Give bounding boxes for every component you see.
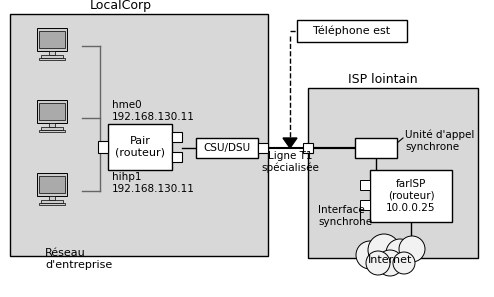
Bar (37, 173, 67, 196)
Text: CSU/DSU: CSU/DSU (204, 143, 250, 153)
Circle shape (356, 241, 384, 269)
Bar (360, 200, 370, 210)
Bar (108, 124, 172, 170)
Bar (41, 127, 63, 130)
Circle shape (368, 234, 400, 266)
Bar (37, 100, 67, 123)
Text: hihp1
192.168.130.11: hihp1 192.168.130.11 (112, 172, 195, 194)
Bar (10, 14, 268, 256)
Bar (196, 138, 258, 158)
Bar (308, 88, 478, 258)
Text: Réseau
d'entreprise: Réseau d'entreprise (45, 248, 112, 270)
Circle shape (399, 236, 425, 262)
Bar (370, 170, 452, 222)
Bar (258, 143, 268, 153)
Text: ISP lointain: ISP lointain (348, 73, 417, 86)
Bar (360, 180, 370, 190)
Bar (49, 123, 55, 127)
Bar (40, 103, 65, 120)
Bar (355, 138, 397, 158)
Bar (37, 28, 67, 51)
Bar (49, 196, 55, 200)
Bar (98, 141, 108, 153)
Circle shape (386, 239, 414, 267)
Text: Unité d'appel
synchrone: Unité d'appel synchrone (405, 130, 474, 152)
Text: LocalCorp: LocalCorp (90, 0, 152, 12)
Bar (41, 55, 63, 58)
Circle shape (377, 250, 403, 276)
Text: hme0
192.168.130.11: hme0 192.168.130.11 (112, 100, 195, 122)
Bar (41, 200, 63, 203)
Text: Ligne T1
spécialisée: Ligne T1 spécialisée (261, 151, 319, 173)
Text: Pair
(routeur): Pair (routeur) (115, 136, 165, 158)
Polygon shape (283, 138, 297, 148)
Bar (297, 20, 407, 42)
Bar (40, 31, 65, 48)
Bar (303, 143, 313, 153)
Bar (39, 58, 65, 60)
Bar (39, 203, 65, 206)
Text: Internet: Internet (368, 255, 412, 265)
Text: farISP
(routeur)
10.0.0.25: farISP (routeur) 10.0.0.25 (386, 179, 436, 213)
Bar (39, 130, 65, 132)
Bar (49, 51, 55, 55)
Text: Interface
synchrone: Interface synchrone (318, 205, 372, 227)
Text: Téléphone est: Téléphone est (313, 26, 391, 36)
Bar (172, 132, 182, 142)
Bar (40, 176, 65, 193)
Circle shape (393, 252, 415, 274)
Bar (172, 152, 182, 162)
Circle shape (366, 251, 390, 275)
